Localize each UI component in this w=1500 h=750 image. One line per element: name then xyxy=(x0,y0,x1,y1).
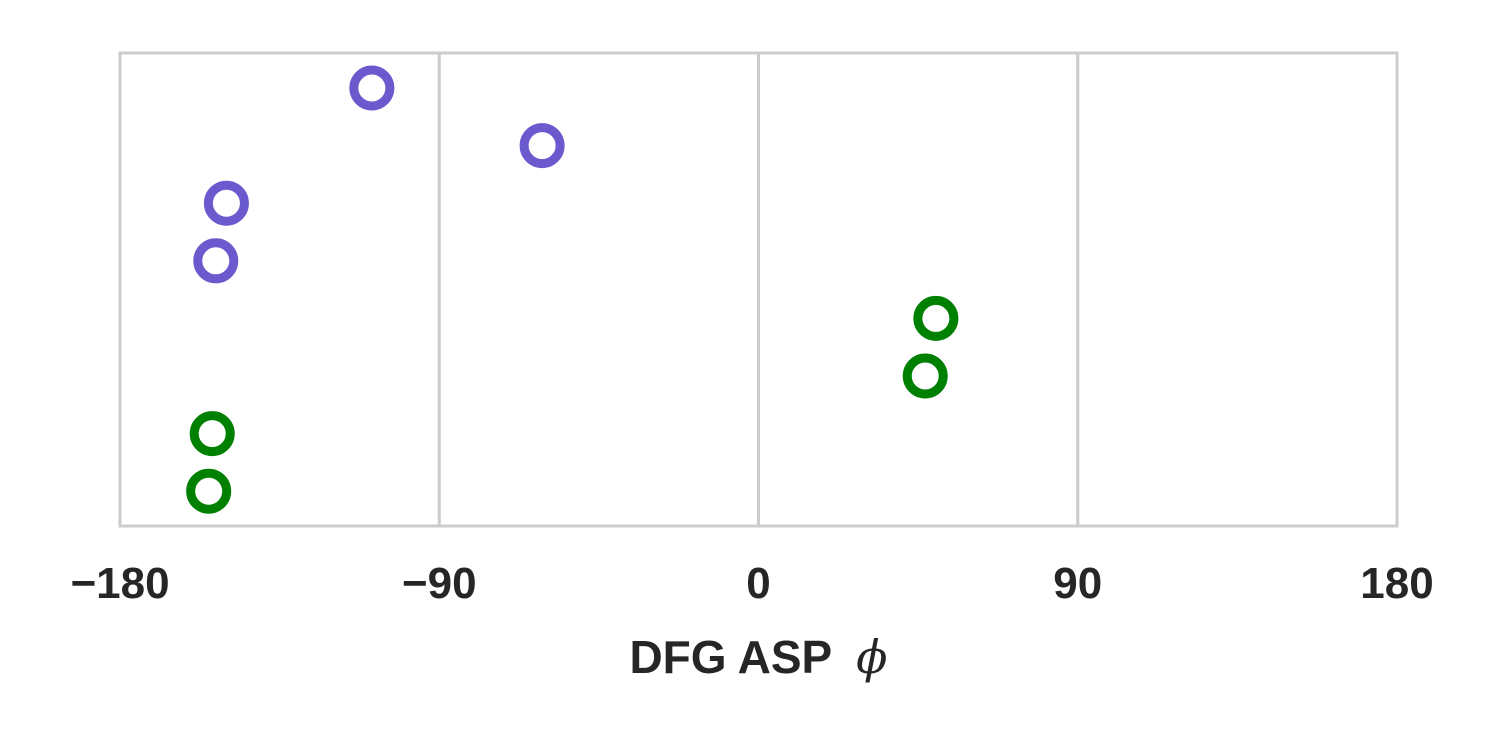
data-point xyxy=(203,180,249,226)
data-point xyxy=(913,295,959,341)
x-tick-label: 90 xyxy=(1053,559,1102,608)
data-points xyxy=(186,65,959,514)
x-axis-label-symbol: ϕ xyxy=(856,630,887,684)
data-point xyxy=(189,411,235,457)
x-axis-label-text: DFG ASP xyxy=(629,631,831,683)
plot-frame xyxy=(118,51,1399,528)
x-tick-label: 0 xyxy=(746,559,770,608)
grid-lines xyxy=(437,53,1080,526)
x-tick-label: −180 xyxy=(70,559,169,608)
data-point xyxy=(902,353,948,399)
x-tick-labels: −180 −90 0 90 180 xyxy=(70,559,1433,608)
x-tick-label: 180 xyxy=(1360,559,1433,608)
data-point xyxy=(193,238,239,284)
data-point xyxy=(186,468,232,514)
x-axis-label: DFG ASP ϕ xyxy=(629,630,887,684)
data-point xyxy=(349,65,395,111)
x-tick-label: −90 xyxy=(402,559,477,608)
data-point xyxy=(519,123,565,169)
